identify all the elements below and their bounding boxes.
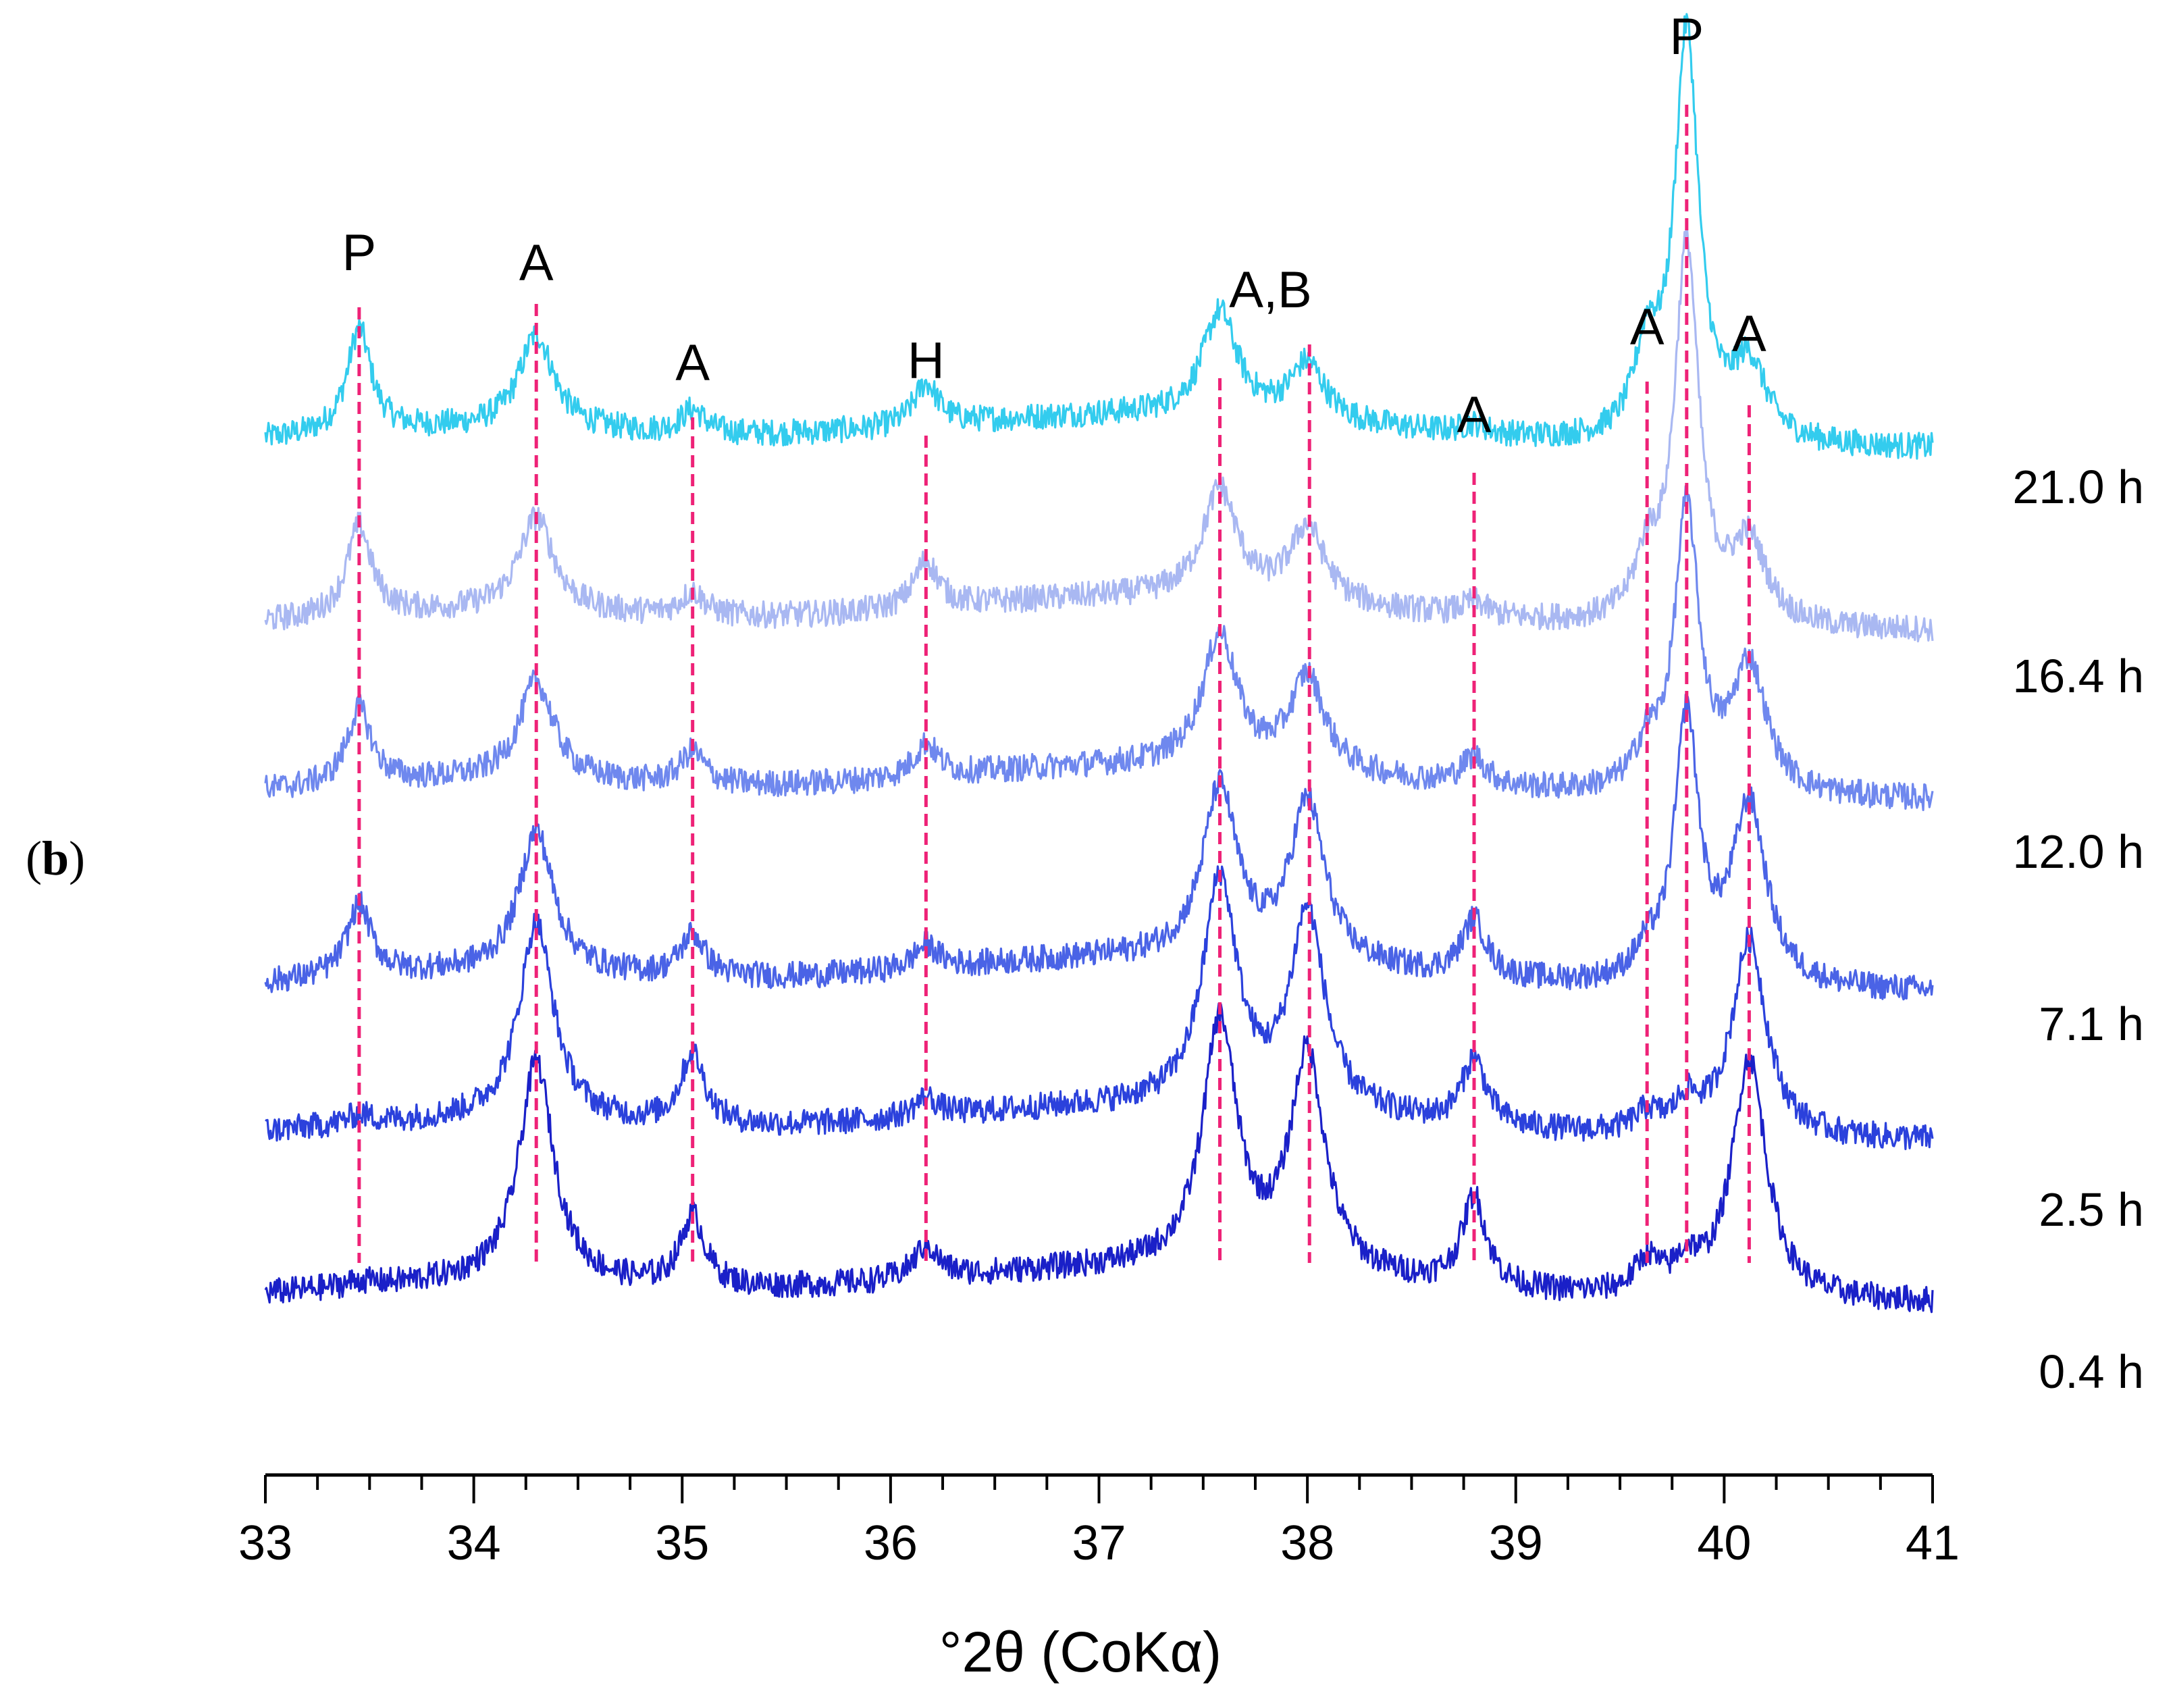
series-label: 16.4 h xyxy=(2012,650,2144,702)
series-label: 21.0 h xyxy=(2012,461,2144,513)
peak-label: A xyxy=(519,234,554,292)
peak-label: H xyxy=(908,332,945,390)
series-label: 2.5 h xyxy=(2039,1183,2144,1236)
series-line xyxy=(264,1002,1934,1314)
series-line xyxy=(265,865,1934,1150)
peak-label: A,B xyxy=(1229,261,1312,319)
x-tick-label: 40 xyxy=(1697,1516,1751,1570)
x-tick-label: 37 xyxy=(1072,1516,1126,1570)
x-tick-label: 36 xyxy=(864,1516,918,1570)
x-axis-title: °2θ (CoKα) xyxy=(939,1620,1222,1684)
x-tick-label: 35 xyxy=(655,1516,709,1570)
x-axis: 33 34 35 36 37 38 39 40 41 xyxy=(238,1473,1960,1570)
peak-label: A xyxy=(1630,299,1665,356)
series-layer: 21.0 h 16.4 h 12.0 h 7.1 h 2.5 h 0.4 h xyxy=(264,13,2144,1398)
series-line xyxy=(264,693,1934,1001)
annotation-layer: P A A H A,B A A P A xyxy=(342,8,1766,1263)
series-line xyxy=(264,222,1934,643)
x-tick-label: 33 xyxy=(238,1516,292,1570)
series-label: 12.0 h xyxy=(2012,825,2144,878)
series-line xyxy=(264,13,1934,460)
peak-label: P xyxy=(342,224,377,282)
panel-label: (b) xyxy=(26,831,85,885)
x-tick-label: 39 xyxy=(1489,1516,1543,1570)
peak-label: P xyxy=(1669,8,1704,66)
panel-label-open: ( xyxy=(26,831,42,885)
peak-label: A xyxy=(1457,386,1492,444)
x-tick-label: 34 xyxy=(447,1516,501,1570)
panel-label-letter: b xyxy=(42,831,69,885)
peak-label: A xyxy=(675,334,710,392)
series-line xyxy=(264,483,1934,811)
x-tick-label: 38 xyxy=(1280,1516,1334,1570)
series-label: 0.4 h xyxy=(2039,1345,2144,1398)
x-tick-label: 41 xyxy=(1906,1516,1960,1570)
series-label: 7.1 h xyxy=(2039,998,2144,1050)
peak-label: A xyxy=(1732,305,1766,363)
panel-label-close: ) xyxy=(69,831,85,885)
